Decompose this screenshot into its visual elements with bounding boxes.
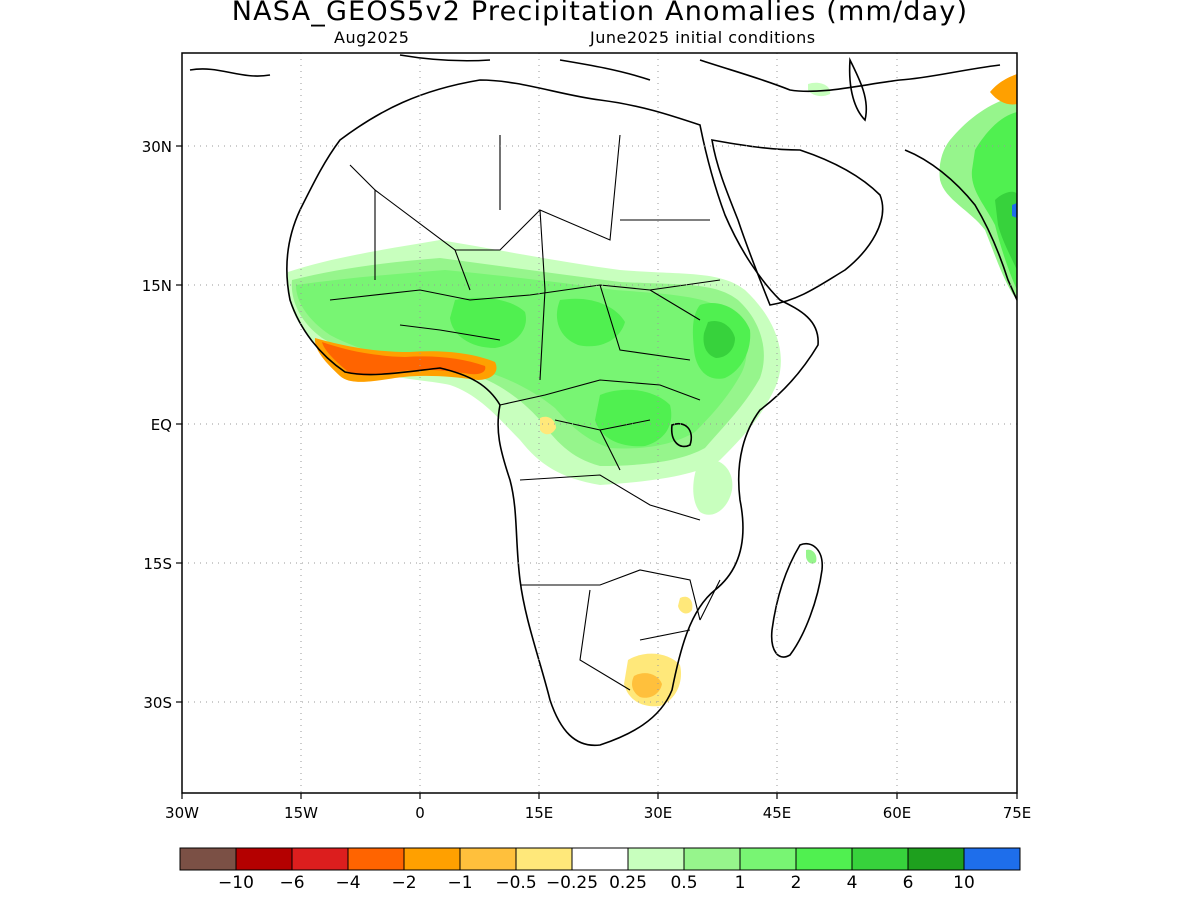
map-frame — [181, 52, 1018, 794]
colorbar-swatch — [291, 847, 349, 871]
colorbar-label: −10 — [218, 873, 254, 893]
tick-marks — [176, 145, 1018, 799]
map-month: Aug2025 — [334, 28, 410, 47]
colorbar-swatch — [403, 847, 461, 871]
colorbar-swatch — [683, 847, 741, 871]
colorbar-label: −2 — [391, 873, 416, 893]
lake-victoria — [670, 423, 692, 448]
colorbar-label: 0.25 — [609, 873, 647, 893]
map-area — [182, 53, 1017, 793]
gabon-anomaly — [540, 416, 556, 435]
arabia-anomaly — [808, 82, 831, 97]
colorbar-swatch — [235, 847, 293, 871]
arabia-coastline — [711, 139, 884, 306]
map-title: NASA_GEOS5v2 Precipitation Anomalies (mm… — [231, 0, 969, 27]
colorbar-swatch — [851, 847, 909, 871]
lat-label: 30N — [142, 138, 172, 156]
coastlines — [189, 54, 1017, 747]
colorbar-swatch — [571, 847, 629, 871]
south-africa-anomaly-core — [632, 673, 662, 698]
colorbar-swatch — [963, 847, 1021, 871]
caspian-coastline — [848, 57, 868, 122]
initial-conditions-label: June2025 initial conditions — [590, 28, 816, 47]
colorbar-swatch — [515, 847, 573, 871]
lat-label: 15N — [142, 277, 172, 295]
himalaya-anomaly — [990, 74, 1017, 105]
colorbar-swatch — [459, 847, 517, 871]
colorbar-label: −6 — [279, 873, 304, 893]
colorbar-label: −4 — [335, 873, 360, 893]
colorbar-label: 2 — [791, 873, 802, 893]
india-anomaly-wet — [1012, 203, 1017, 218]
lon-label: 0 — [415, 804, 425, 822]
lon-label: 45E — [763, 804, 792, 822]
gulf-guinea-anomaly-red — [322, 342, 486, 376]
colorbar-labels: −10 −6 −4 −2 −1 −0.5 −0.25 0.25 0.5 1 2 4 6 10 — [218, 873, 975, 893]
latitude-labels: 30N 15N EQ 15S 30S — [142, 138, 172, 712]
india-coastline — [904, 149, 1017, 301]
colorbar-swatch — [627, 847, 685, 871]
border-lines-central — [499, 379, 701, 521]
sahel-anomaly-patch-1 — [450, 297, 526, 348]
madagascar-coastline — [770, 543, 823, 658]
ethiopia-anomaly-core — [703, 320, 735, 358]
lon-label: 30W — [165, 804, 199, 822]
europe-coastline — [189, 54, 1001, 93]
lon-label: 30E — [644, 804, 673, 822]
lat-label: EQ — [151, 416, 172, 434]
colorbar-label: 10 — [953, 873, 975, 893]
longitude-labels: 30W 15W 0 15E 30E 45E 60E 75E — [165, 804, 1031, 822]
border-lines-north — [349, 134, 710, 291]
colorbar-swatch — [739, 847, 797, 871]
lat-label: 15S — [143, 555, 172, 573]
colorbar-swatch — [795, 847, 853, 871]
lon-label: 60E — [883, 804, 912, 822]
colorbar-label: −1 — [447, 873, 472, 893]
east-africa-anomaly — [693, 459, 733, 515]
border-lines-sahel — [329, 279, 721, 381]
congo-anomaly — [595, 389, 672, 447]
colorbar-label: 6 — [903, 873, 914, 893]
colorbar-swatch — [347, 847, 405, 871]
colorbar-label: −0.25 — [546, 873, 598, 893]
lon-label: 15W — [284, 804, 318, 822]
country-borders — [329, 134, 721, 691]
lat-label: 30S — [143, 694, 172, 712]
india-anomaly-strong — [995, 191, 1017, 270]
colorbar — [179, 847, 1021, 871]
colorbar-swatch — [907, 847, 965, 871]
colorbar-swatch — [179, 847, 237, 871]
mozambique-anomaly — [678, 596, 693, 614]
border-lines-south — [520, 569, 721, 691]
anomaly-shading — [287, 74, 1017, 707]
madagascar-anomaly — [806, 549, 817, 564]
colorbar-label: −0.5 — [495, 873, 536, 893]
lon-label: 75E — [1003, 804, 1032, 822]
colorbar-label: 0.5 — [670, 873, 697, 893]
colorbar-label: 4 — [847, 873, 858, 893]
lon-label: 15E — [525, 804, 554, 822]
colorbar-label: 1 — [735, 873, 746, 893]
africa-coastline — [286, 79, 819, 747]
